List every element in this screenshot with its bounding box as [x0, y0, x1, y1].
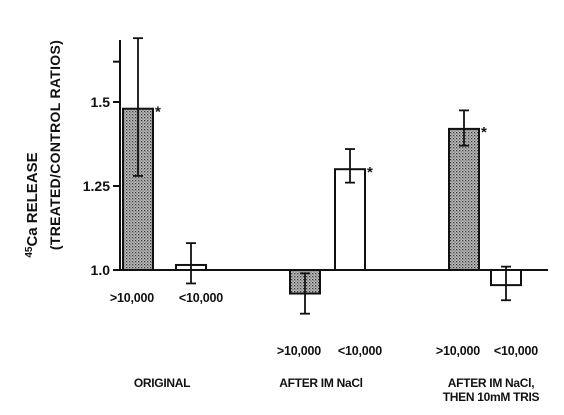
- group-label-2-0: AFTER IM NaCl,: [448, 376, 534, 390]
- category-label-1-0: >10,000: [277, 344, 321, 358]
- category-label-2-1: <10,000: [494, 344, 538, 358]
- bar-2-0: [448, 127, 480, 271]
- y-tick-label-1: 1.25: [83, 178, 110, 194]
- y-axis-sublabel: (TREATED/CONTROL RATIOS): [47, 40, 63, 250]
- significance-star-1-1: *: [367, 164, 373, 181]
- group-label-1-0: AFTER IM NaCl: [279, 376, 362, 390]
- plot-area: 1.0 1.25 1.5 * >10,000 <10,000 ORIGINAL >10,000…: [83, 37, 548, 404]
- category-label-1-1: <10,000: [338, 344, 382, 358]
- y-tick-label-2: 1.5: [91, 94, 111, 110]
- category-label-0-0: >10,000: [110, 291, 154, 305]
- significance-star-0-0: *: [155, 104, 161, 121]
- group-label-2-1: THEN 10mM TRIS: [443, 390, 540, 404]
- y-axis-label-superscript: 45: [24, 246, 35, 258]
- y-axis-label: 45Ca RELEASE: [24, 152, 42, 257]
- bar-1-1: [334, 168, 366, 271]
- y-tick-label-0: 1.0: [91, 262, 111, 278]
- group-label-0-0: ORIGINAL: [134, 376, 190, 390]
- y-axis-label-main: Ca RELEASE: [24, 152, 41, 246]
- significance-star-2-0: *: [481, 124, 487, 141]
- category-label-0-1: <10,000: [179, 291, 223, 305]
- category-label-2-0: >10,000: [436, 344, 480, 358]
